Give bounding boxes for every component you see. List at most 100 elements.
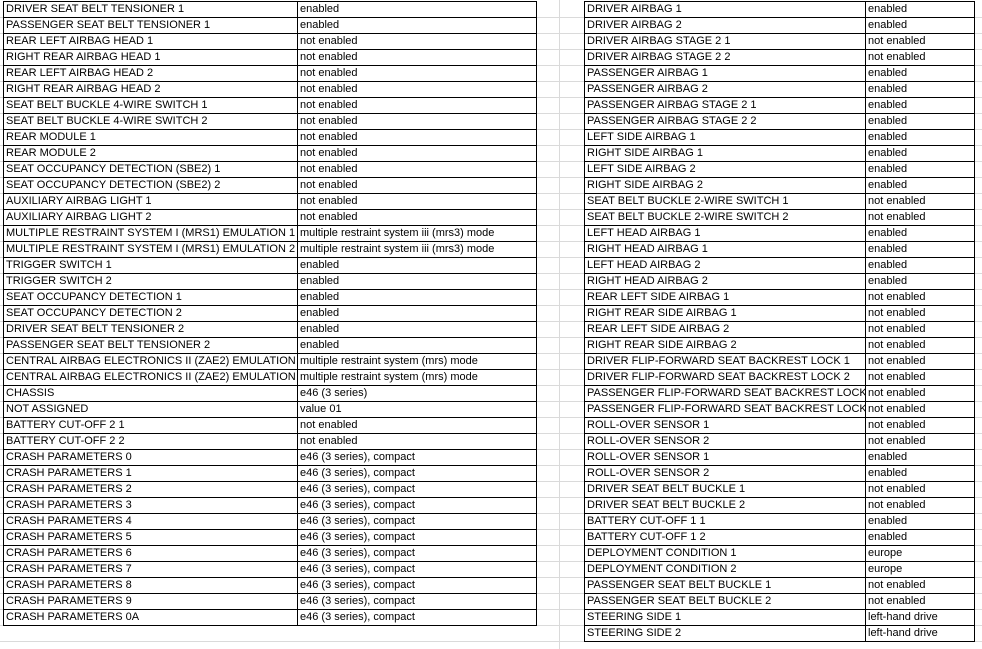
value-cell[interactable]: enabled bbox=[865, 257, 975, 274]
value-cell[interactable]: not enabled bbox=[865, 353, 975, 370]
value-cell[interactable]: enabled bbox=[865, 465, 975, 482]
parameter-cell[interactable]: SEAT OCCUPANCY DETECTION (SBE2) 2 bbox=[3, 177, 298, 194]
value-cell[interactable]: enabled bbox=[865, 145, 975, 162]
value-cell[interactable]: enabled bbox=[297, 337, 537, 354]
value-cell[interactable]: enabled bbox=[297, 1, 537, 18]
parameter-cell[interactable]: DRIVER SEAT BELT BUCKLE 2 bbox=[584, 497, 866, 514]
value-cell[interactable]: europe bbox=[865, 545, 975, 562]
parameter-cell[interactable]: CRASH PARAMETERS 2 bbox=[3, 481, 298, 498]
value-cell[interactable]: multiple restraint system (mrs) mode bbox=[297, 353, 537, 370]
parameter-cell[interactable]: RIGHT HEAD AIRBAG 1 bbox=[584, 241, 866, 258]
parameter-cell[interactable]: CRASH PARAMETERS 8 bbox=[3, 577, 298, 594]
value-cell[interactable]: enabled bbox=[865, 65, 975, 82]
value-cell[interactable]: left-hand drive bbox=[865, 625, 975, 642]
value-cell[interactable]: enabled bbox=[865, 241, 975, 258]
value-cell[interactable]: not enabled bbox=[865, 593, 975, 610]
value-cell[interactable]: enabled bbox=[865, 129, 975, 146]
parameter-cell[interactable]: DRIVER AIRBAG 2 bbox=[584, 17, 866, 34]
value-cell[interactable]: not enabled bbox=[297, 81, 537, 98]
value-cell[interactable]: value 01 bbox=[297, 401, 537, 418]
parameter-cell[interactable]: DEPLOYMENT CONDITION 2 bbox=[584, 561, 866, 578]
value-cell[interactable]: not enabled bbox=[865, 481, 975, 498]
value-cell[interactable]: e46 (3 series), compact bbox=[297, 545, 537, 562]
value-cell[interactable]: enabled bbox=[297, 273, 537, 290]
value-cell[interactable]: not enabled bbox=[865, 385, 975, 402]
parameter-cell[interactable]: MULTIPLE RESTRAINT SYSTEM I (MRS1) EMULA… bbox=[3, 225, 298, 242]
parameter-cell[interactable]: RIGHT REAR SIDE AIRBAG 2 bbox=[584, 337, 866, 354]
parameter-cell[interactable]: PASSENGER SEAT BELT BUCKLE 1 bbox=[584, 577, 866, 594]
parameter-cell[interactable]: SEAT BELT BUCKLE 4-WIRE SWITCH 2 bbox=[3, 113, 298, 130]
parameter-cell[interactable]: PASSENGER AIRBAG 2 bbox=[584, 81, 866, 98]
value-cell[interactable]: enabled bbox=[865, 1, 975, 18]
value-cell[interactable]: not enabled bbox=[865, 401, 975, 418]
parameter-cell[interactable]: SEAT OCCUPANCY DETECTION 1 bbox=[3, 289, 298, 306]
value-cell[interactable]: not enabled bbox=[297, 209, 537, 226]
value-cell[interactable]: not enabled bbox=[297, 161, 537, 178]
parameter-cell[interactable]: DRIVER AIRBAG 1 bbox=[584, 1, 866, 18]
parameter-cell[interactable]: BATTERY CUT-OFF 1 2 bbox=[584, 529, 866, 546]
value-cell[interactable]: e46 (3 series), compact bbox=[297, 497, 537, 514]
value-cell[interactable]: not enabled bbox=[865, 497, 975, 514]
value-cell[interactable]: e46 (3 series), compact bbox=[297, 481, 537, 498]
value-cell[interactable]: enabled bbox=[865, 161, 975, 178]
value-cell[interactable]: not enabled bbox=[865, 193, 975, 210]
value-cell[interactable]: left-hand drive bbox=[865, 609, 975, 626]
parameter-cell[interactable]: TRIGGER SWITCH 1 bbox=[3, 257, 298, 274]
value-cell[interactable]: enabled bbox=[297, 305, 537, 322]
value-cell[interactable]: not enabled bbox=[865, 289, 975, 306]
parameter-cell[interactable]: CRASH PARAMETERS 5 bbox=[3, 529, 298, 546]
parameter-cell[interactable]: LEFT HEAD AIRBAG 2 bbox=[584, 257, 866, 274]
parameter-cell[interactable]: CENTRAL AIRBAG ELECTRONICS II (ZAE2) EMU… bbox=[3, 353, 298, 370]
parameter-cell[interactable]: RIGHT SIDE AIRBAG 2 bbox=[584, 177, 866, 194]
parameter-cell[interactable]: RIGHT HEAD AIRBAG 2 bbox=[584, 273, 866, 290]
parameter-cell[interactable]: PASSENGER SEAT BELT TENSIONER 2 bbox=[3, 337, 298, 354]
value-cell[interactable]: e46 (3 series), compact bbox=[297, 529, 537, 546]
parameter-cell[interactable]: REAR LEFT SIDE AIRBAG 2 bbox=[584, 321, 866, 338]
parameter-cell[interactable]: CRASH PARAMETERS 3 bbox=[3, 497, 298, 514]
value-cell[interactable]: not enabled bbox=[865, 305, 975, 322]
value-cell[interactable]: enabled bbox=[865, 225, 975, 242]
value-cell[interactable]: enabled bbox=[297, 257, 537, 274]
parameter-cell[interactable]: CENTRAL AIRBAG ELECTRONICS II (ZAE2) EMU… bbox=[3, 369, 298, 386]
value-cell[interactable]: multiple restraint system iii (mrs3) mod… bbox=[297, 241, 537, 258]
value-cell[interactable]: multiple restraint system (mrs) mode bbox=[297, 369, 537, 386]
parameter-cell[interactable]: DRIVER AIRBAG STAGE 2 2 bbox=[584, 49, 866, 66]
value-cell[interactable]: not enabled bbox=[297, 49, 537, 66]
value-cell[interactable]: not enabled bbox=[865, 417, 975, 434]
value-cell[interactable]: e46 (3 series), compact bbox=[297, 609, 537, 626]
parameter-cell[interactable]: MULTIPLE RESTRAINT SYSTEM I (MRS1) EMULA… bbox=[3, 241, 298, 258]
parameter-cell[interactable]: REAR LEFT AIRBAG HEAD 2 bbox=[3, 65, 298, 82]
parameter-cell[interactable]: PASSENGER FLIP-FORWARD SEAT BACKREST LOC… bbox=[584, 401, 866, 418]
value-cell[interactable]: e46 (3 series), compact bbox=[297, 561, 537, 578]
value-cell[interactable]: enabled bbox=[865, 513, 975, 530]
value-cell[interactable]: enabled bbox=[865, 449, 975, 466]
parameter-cell[interactable]: RIGHT REAR AIRBAG HEAD 1 bbox=[3, 49, 298, 66]
value-cell[interactable]: enabled bbox=[865, 81, 975, 98]
parameter-cell[interactable]: CRASH PARAMETERS 6 bbox=[3, 545, 298, 562]
parameter-cell[interactable]: BATTERY CUT-OFF 1 1 bbox=[584, 513, 866, 530]
value-cell[interactable]: not enabled bbox=[297, 433, 537, 450]
parameter-cell[interactable]: PASSENGER AIRBAG STAGE 2 2 bbox=[584, 113, 866, 130]
parameter-cell[interactable]: CRASH PARAMETERS 0A bbox=[3, 609, 298, 626]
value-cell[interactable]: enabled bbox=[297, 289, 537, 306]
value-cell[interactable]: enabled bbox=[865, 177, 975, 194]
value-cell[interactable]: e46 (3 series), compact bbox=[297, 593, 537, 610]
parameter-cell[interactable]: DRIVER SEAT BELT TENSIONER 2 bbox=[3, 321, 298, 338]
parameter-cell[interactable]: LEFT HEAD AIRBAG 1 bbox=[584, 225, 866, 242]
value-cell[interactable]: not enabled bbox=[865, 321, 975, 338]
value-cell[interactable]: not enabled bbox=[297, 65, 537, 82]
parameter-cell[interactable]: STEERING SIDE 2 bbox=[584, 625, 866, 642]
parameter-cell[interactable]: CRASH PARAMETERS 0 bbox=[3, 449, 298, 466]
parameter-cell[interactable]: DRIVER AIRBAG STAGE 2 1 bbox=[584, 33, 866, 50]
value-cell[interactable]: enabled bbox=[865, 17, 975, 34]
parameter-cell[interactable]: ROLL-OVER SENSOR 1 bbox=[584, 417, 866, 434]
value-cell[interactable]: e46 (3 series), compact bbox=[297, 465, 537, 482]
parameter-cell[interactable]: PASSENGER SEAT BELT BUCKLE 2 bbox=[584, 593, 866, 610]
parameter-cell[interactable]: BATTERY CUT-OFF 2 1 bbox=[3, 417, 298, 434]
parameter-cell[interactable]: STEERING SIDE 1 bbox=[584, 609, 866, 626]
parameter-cell[interactable]: PASSENGER FLIP-FORWARD SEAT BACKREST LOC… bbox=[584, 385, 866, 402]
value-cell[interactable]: enabled bbox=[865, 529, 975, 546]
parameter-cell[interactable]: SEAT OCCUPANCY DETECTION 2 bbox=[3, 305, 298, 322]
value-cell[interactable]: e46 (3 series), compact bbox=[297, 513, 537, 530]
parameter-cell[interactable]: REAR LEFT SIDE AIRBAG 1 bbox=[584, 289, 866, 306]
